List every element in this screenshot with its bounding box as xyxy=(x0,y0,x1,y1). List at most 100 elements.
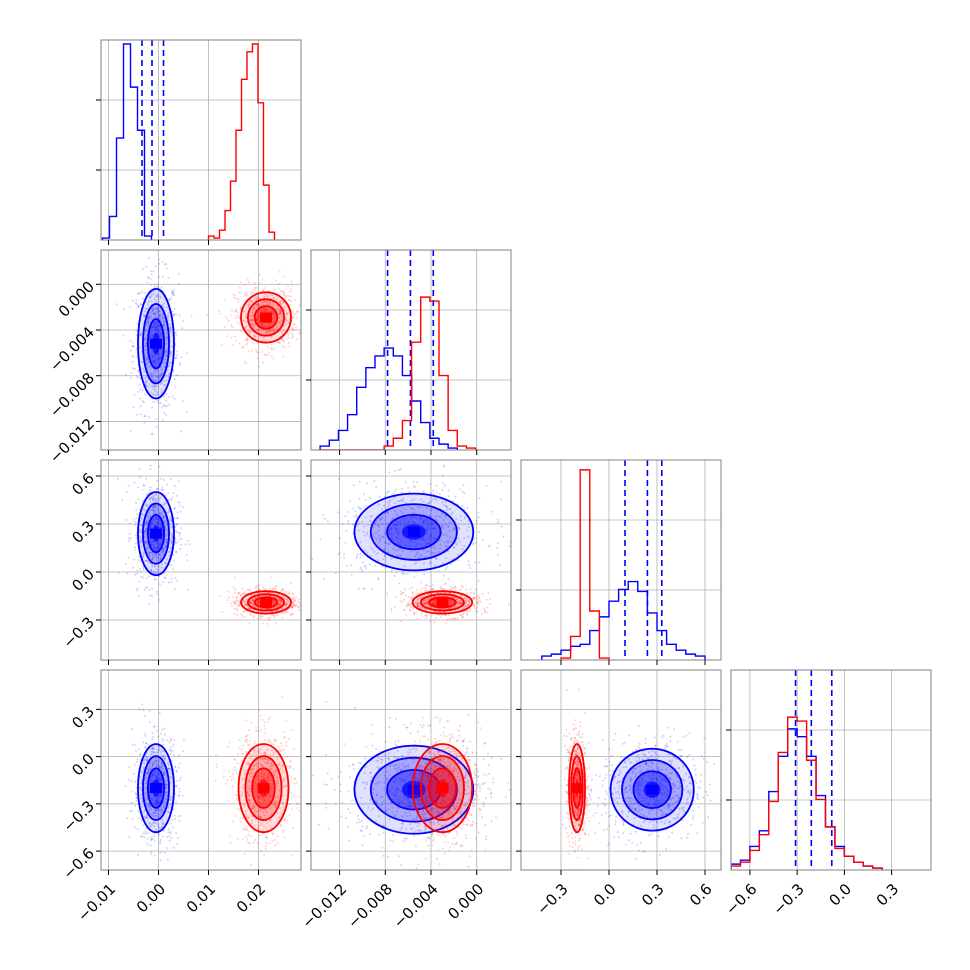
scatter-point xyxy=(271,328,274,331)
scatter-point xyxy=(155,418,158,421)
scatter-point xyxy=(149,844,152,847)
scatter-point xyxy=(132,355,135,358)
scatter-point xyxy=(155,368,158,371)
scatter-point xyxy=(396,555,399,558)
scatter-point xyxy=(415,561,418,564)
scatter-point xyxy=(164,540,167,543)
scatter-point xyxy=(162,549,164,552)
scatter-point xyxy=(429,483,432,485)
scatter-point xyxy=(162,324,165,326)
scatter-point xyxy=(149,508,152,511)
scatter-point xyxy=(252,604,255,607)
scatter-point xyxy=(174,530,177,533)
scatter-point xyxy=(363,565,366,568)
scatter-point xyxy=(141,297,144,300)
scatter-point xyxy=(155,375,158,377)
scatter-point xyxy=(257,303,260,306)
scatter-point xyxy=(292,313,295,316)
scatter-point xyxy=(166,557,169,560)
scatter-point xyxy=(391,533,393,536)
scatter-point xyxy=(141,290,144,293)
scatter-point xyxy=(170,739,173,742)
scatter-point xyxy=(251,323,254,326)
scatter-point xyxy=(402,609,405,612)
scatter-point xyxy=(157,508,160,511)
scatter-point xyxy=(280,608,283,611)
scatter-point xyxy=(163,412,165,414)
scatter-point xyxy=(362,554,364,557)
scatter-point xyxy=(279,300,282,303)
scatter-point xyxy=(416,601,419,604)
scatter-point xyxy=(227,799,230,802)
scatter-point xyxy=(497,541,500,544)
scatter-point xyxy=(468,603,470,606)
scatter-point xyxy=(154,360,156,363)
scatter-point xyxy=(415,602,418,605)
scatter-point xyxy=(255,303,258,306)
scatter-point xyxy=(170,581,173,584)
scatter-point xyxy=(169,538,172,541)
scatter-point xyxy=(248,588,251,591)
scatter-point xyxy=(424,602,426,605)
scatter-point xyxy=(146,276,149,279)
scatter-point xyxy=(276,326,279,329)
scatter-point xyxy=(157,498,160,501)
scatter-point xyxy=(153,811,156,814)
scatter-point xyxy=(263,310,266,313)
scatter-point xyxy=(158,772,161,775)
scatter-point xyxy=(251,599,254,601)
scatter-point xyxy=(258,584,261,587)
scatter-point xyxy=(292,327,295,330)
scatter-point xyxy=(150,850,153,853)
scatter-point xyxy=(284,605,287,608)
scatter-point xyxy=(139,567,141,570)
scatter-point xyxy=(154,385,157,388)
scatter-point xyxy=(432,527,435,530)
scatter-point xyxy=(419,595,422,598)
scatter-point xyxy=(238,604,241,607)
scatter-point xyxy=(153,578,156,581)
scatter-point xyxy=(401,487,404,490)
scatter-point xyxy=(151,312,154,315)
scatter-point xyxy=(446,509,449,512)
scatter-point xyxy=(154,504,157,507)
scatter-point xyxy=(271,320,274,323)
scatter-point xyxy=(445,506,448,509)
scatter-point xyxy=(407,596,410,599)
scatter-point xyxy=(134,780,136,783)
scatter-point xyxy=(439,586,442,588)
scatter-point xyxy=(397,542,400,545)
scatter-point xyxy=(388,543,391,546)
scatter-point xyxy=(251,319,254,322)
scatter-point xyxy=(251,309,254,312)
scatter-point xyxy=(157,504,160,507)
scatter-point xyxy=(402,499,405,502)
scatter-point xyxy=(263,287,266,289)
scatter-point xyxy=(145,542,148,545)
scatter-point xyxy=(165,539,168,542)
scatter-point xyxy=(158,543,161,546)
scatter-point xyxy=(369,519,372,522)
scatter-point xyxy=(458,599,461,602)
scatter-point xyxy=(153,546,156,549)
scatter-point xyxy=(129,349,132,352)
scatter-point xyxy=(161,372,163,375)
scatter-point xyxy=(258,320,261,323)
scatter-point xyxy=(150,523,153,526)
scatter-point xyxy=(156,518,159,521)
scatter-point xyxy=(156,521,159,524)
scatter-point xyxy=(163,548,166,551)
scatter-point xyxy=(163,395,166,398)
scatter-point xyxy=(158,512,160,515)
scatter-point xyxy=(167,376,170,379)
scatter-point xyxy=(422,520,425,523)
scatter-point xyxy=(398,469,401,471)
scatter-point xyxy=(138,467,141,470)
scatter-point xyxy=(252,600,255,603)
scatter-point xyxy=(146,514,149,517)
scatter-point xyxy=(159,842,161,845)
scatter-point xyxy=(448,540,451,543)
scatter-point xyxy=(163,519,166,522)
scatter-point xyxy=(289,582,292,585)
scatter-point xyxy=(151,406,154,409)
